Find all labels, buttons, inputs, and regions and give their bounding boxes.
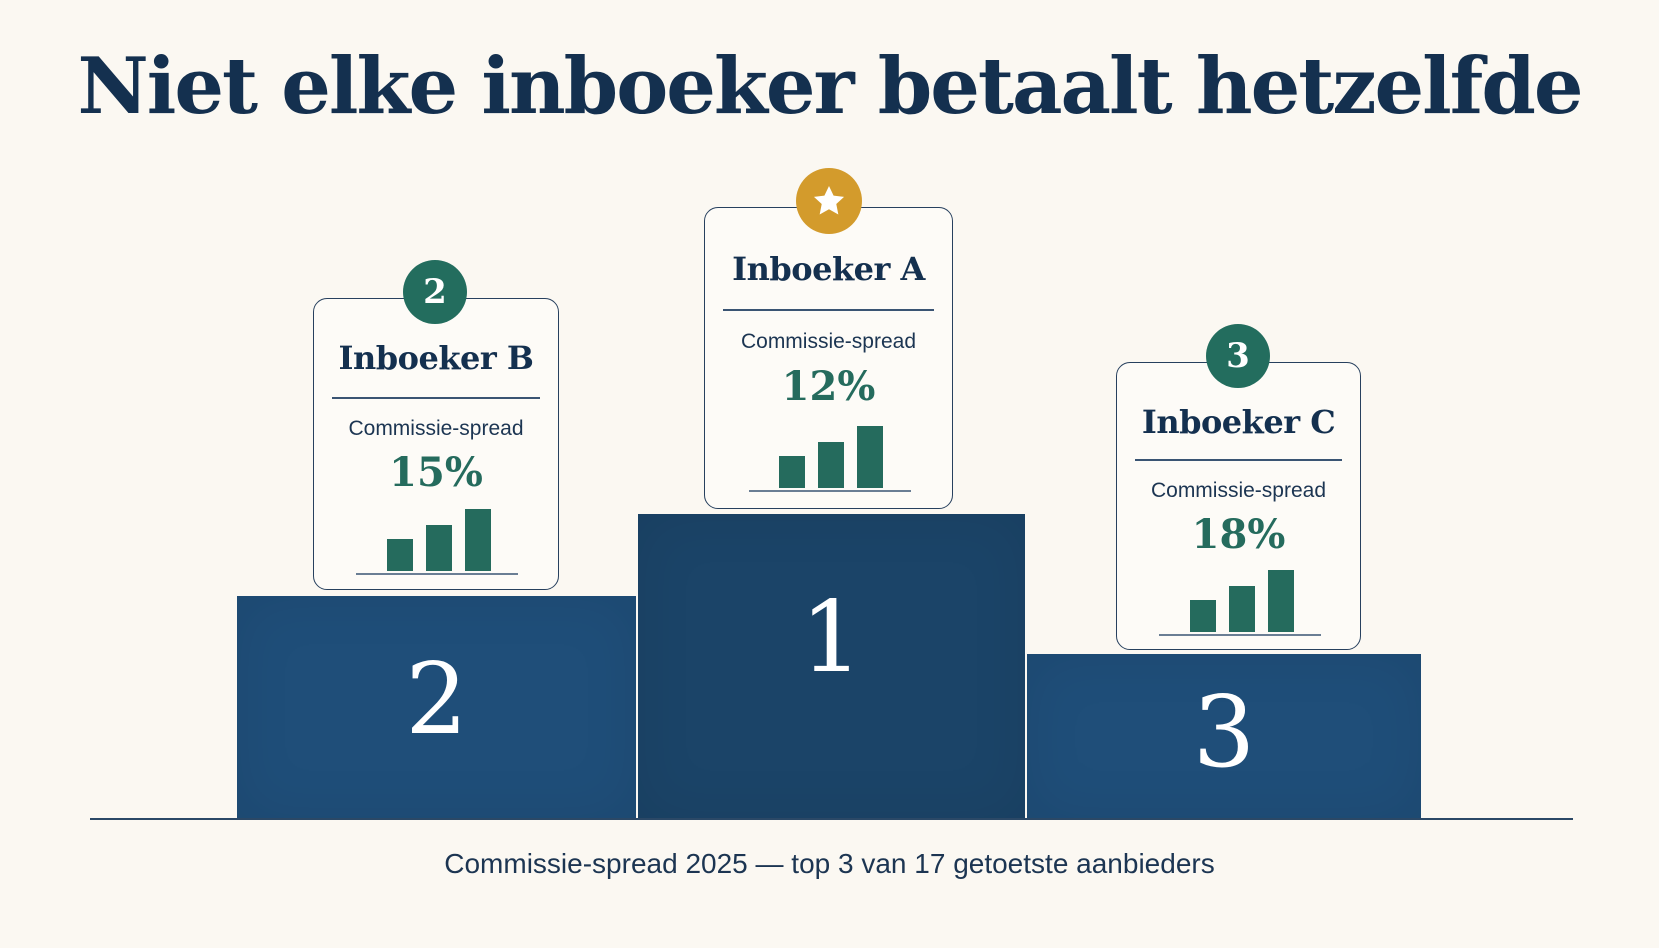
metric-value: 12%: [781, 363, 876, 410]
metric-label: Commissie-spread: [348, 417, 524, 440]
metric-value: 18%: [1191, 511, 1286, 558]
provider-card-b: Inboeker B Commissie-spread 15%: [313, 298, 559, 590]
podium-block-second: 2: [237, 596, 636, 819]
provider-card-c: Inboeker C Commissie-spread 18%: [1116, 362, 1361, 650]
star-icon: [813, 185, 845, 215]
bar-chart-icon: [1159, 570, 1321, 636]
page-title: Niet elke inboeker betaalt hetzelfde: [77, 41, 1584, 132]
winner-badge: [796, 168, 862, 234]
card-divider: [332, 397, 540, 399]
provider-card-a: Inboeker A Commissie-spread 12%: [704, 207, 953, 509]
provider-name: Inboeker A: [732, 250, 925, 288]
rank-badge-second: 2: [403, 260, 467, 324]
metric-value: 15%: [389, 449, 483, 496]
provider-name: Inboeker B: [338, 339, 534, 377]
card-divider: [723, 309, 934, 311]
podium-block-first: 1: [638, 514, 1025, 819]
metric-label: Commissie-spread: [1150, 479, 1327, 502]
card-divider: [1135, 459, 1342, 461]
podium-baseline: [90, 818, 1573, 820]
rank-badge-third: 3: [1206, 324, 1270, 388]
bar-chart-icon: [749, 426, 911, 492]
podium-rank-second: 2: [405, 643, 468, 757]
podium-rank-first: 1: [800, 581, 863, 695]
bar-chart-icon: [356, 509, 518, 575]
podium-rank-third: 3: [1192, 676, 1256, 790]
provider-name: Inboeker C: [1141, 403, 1336, 441]
podium-block-third: 3: [1027, 654, 1421, 819]
metric-label: Commissie-spread: [740, 330, 917, 353]
footer-caption: Commissie-spread 2025 — top 3 van 17 get…: [444, 848, 1215, 879]
